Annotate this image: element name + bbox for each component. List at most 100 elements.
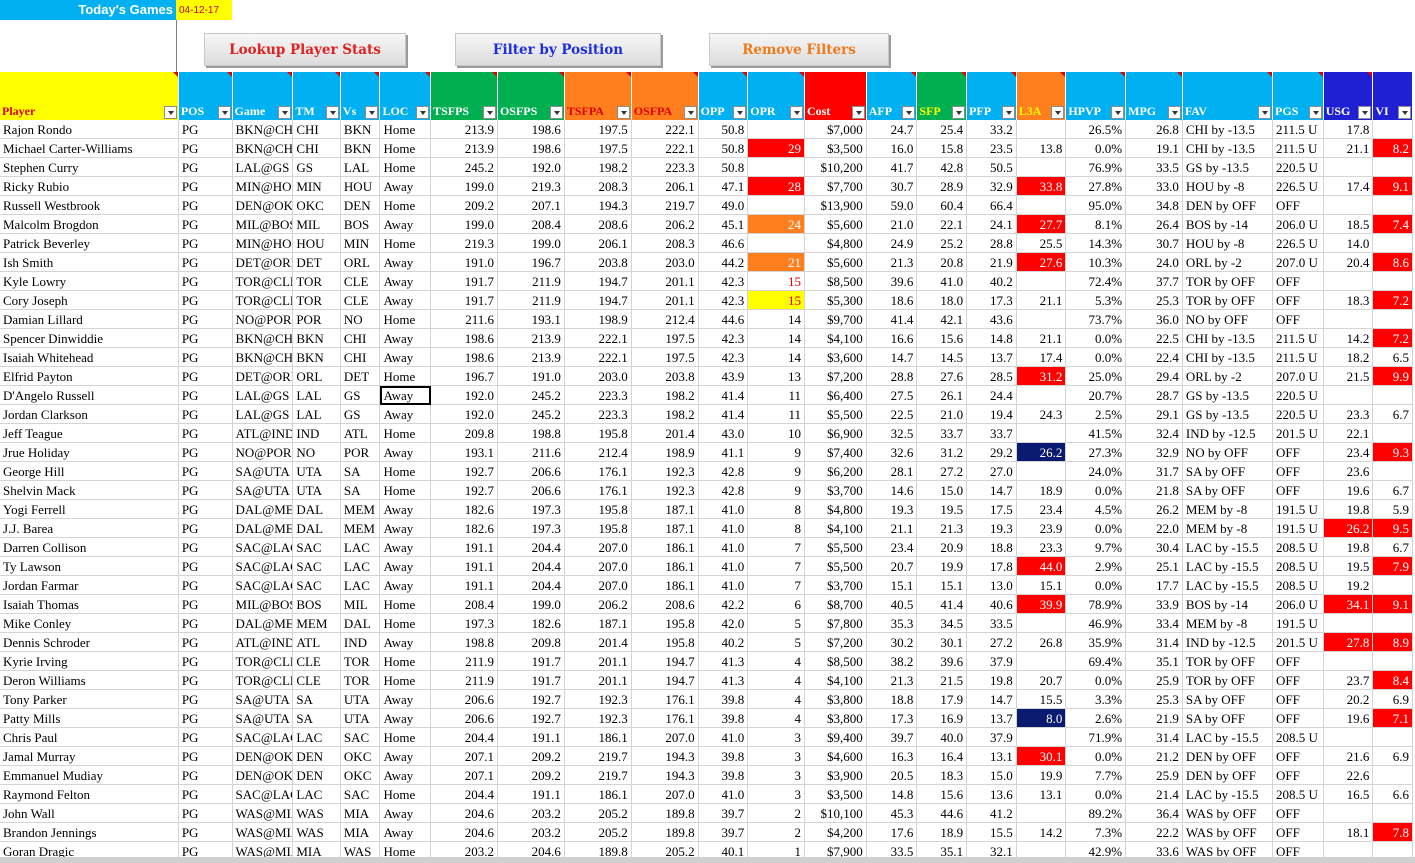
cell-tsfpa[interactable]: 187.1 bbox=[564, 613, 632, 633]
cell-opr[interactable]: 2 bbox=[747, 822, 805, 842]
cell-pfp[interactable]: 19.3 bbox=[966, 518, 1017, 538]
cell-mpg[interactable]: 31.4 bbox=[1125, 632, 1183, 652]
cell-pfp[interactable]: 21.9 bbox=[966, 252, 1017, 272]
cell-usg[interactable]: 23.6 bbox=[1323, 461, 1374, 481]
column-header-vi[interactable]: VI bbox=[1372, 72, 1413, 120]
cell-hpvp[interactable]: 0.0% bbox=[1065, 138, 1127, 158]
cell-tsfps[interactable]: 191.1 bbox=[430, 537, 498, 557]
cell-vi[interactable]: 6.9 bbox=[1372, 746, 1413, 766]
cell-cost[interactable]: $3,700 bbox=[804, 480, 867, 500]
cell-mpg[interactable]: 33.5 bbox=[1125, 157, 1183, 177]
cell-game[interactable]: LAL@GS bbox=[232, 385, 294, 405]
cell-sfp[interactable]: 21.0 bbox=[916, 404, 968, 424]
column-header-pgs[interactable]: PGS bbox=[1272, 72, 1324, 120]
cell-game[interactable]: MIL@BOS bbox=[232, 214, 294, 234]
cell-player[interactable]: Michael Carter-Williams bbox=[0, 138, 179, 158]
cell-player[interactable]: J.J. Barea bbox=[0, 518, 179, 538]
cell-fav[interactable]: TOR by OFF bbox=[1182, 290, 1274, 310]
cell-opr[interactable]: 28 bbox=[747, 157, 805, 177]
cell-fav[interactable]: BOS by -14 bbox=[1182, 214, 1274, 234]
cell-usg[interactable]: 21.5 bbox=[1323, 366, 1374, 386]
cell-game[interactable]: LAL@GS bbox=[232, 157, 294, 177]
cell-opp[interactable]: 41.0 bbox=[698, 518, 749, 538]
cell-opp[interactable]: 39.7 bbox=[698, 803, 749, 823]
cell-usg[interactable]: 31.6 bbox=[1323, 309, 1374, 329]
cell-cost[interactable]: $5,500 bbox=[804, 537, 867, 557]
cell-tm[interactable]: CLE bbox=[292, 651, 341, 671]
cell-fav[interactable]: SA by OFF bbox=[1182, 708, 1274, 728]
cell-tm[interactable]: SA bbox=[292, 689, 341, 709]
cell-osfps[interactable]: 182.6 bbox=[497, 613, 565, 633]
cell-osfpa[interactable]: 223.3 bbox=[631, 157, 699, 177]
cell-tsfps[interactable]: 191.1 bbox=[430, 556, 498, 576]
cell-tm[interactable]: NO bbox=[292, 442, 341, 462]
cell-fav[interactable]: WAS by OFF bbox=[1182, 822, 1274, 842]
cell-loc[interactable]: Home bbox=[379, 613, 432, 633]
cell-mpg[interactable]: 36.4 bbox=[1125, 803, 1183, 823]
cell-osfpa[interactable]: 222.1 bbox=[631, 120, 699, 139]
cell-opp[interactable]: 50.8 bbox=[698, 120, 749, 139]
cell-pgs[interactable]: 208.5 U bbox=[1272, 537, 1324, 557]
cell-loc[interactable]: Home bbox=[379, 841, 432, 861]
cell-opr[interactable]: 1 bbox=[747, 841, 805, 861]
cell-opp[interactable]: 42.3 bbox=[698, 290, 749, 310]
cell-sfp[interactable]: 34.5 bbox=[916, 613, 968, 633]
cell-pfp[interactable]: 24.4 bbox=[966, 385, 1017, 405]
cell-fav[interactable]: LAC by -15.5 bbox=[1182, 727, 1274, 747]
cell-afp[interactable]: 21.1 bbox=[866, 518, 918, 538]
cell-mpg[interactable]: 26.8 bbox=[1125, 120, 1183, 139]
column-header-loc[interactable]: LOC bbox=[379, 72, 432, 120]
cell-tsfpa[interactable]: 223.3 bbox=[564, 404, 632, 424]
cell-tsfps[interactable]: 182.6 bbox=[430, 499, 498, 519]
cell-usg[interactable]: 27.8 bbox=[1323, 632, 1374, 652]
cell-l3a[interactable]: 15.1 bbox=[1016, 575, 1067, 595]
cell-mpg[interactable]: 33.6 bbox=[1125, 841, 1183, 861]
cell-tm[interactable]: ATL bbox=[292, 632, 341, 652]
cell-loc[interactable]: Home bbox=[379, 120, 432, 139]
cell-afp[interactable]: 35.3 bbox=[866, 613, 918, 633]
cell-player[interactable]: Jamal Murray bbox=[0, 746, 179, 766]
cell-sfp[interactable]: 15.1 bbox=[916, 575, 968, 595]
cell-osfps[interactable]: 204.6 bbox=[497, 841, 565, 861]
cell-pos[interactable]: PG bbox=[178, 120, 233, 139]
cell-osfps[interactable]: 199.0 bbox=[497, 594, 565, 614]
cell-vi[interactable]: 9.3 bbox=[1372, 442, 1413, 462]
cell-tsfps[interactable]: 192.0 bbox=[430, 404, 498, 424]
cell-fav[interactable]: HOU by -8 bbox=[1182, 233, 1274, 253]
cell-opp[interactable]: 41.0 bbox=[698, 727, 749, 747]
cell-afp[interactable]: 23.4 bbox=[866, 537, 918, 557]
cell-player[interactable]: Cory Joseph bbox=[0, 290, 179, 310]
cell-loc[interactable]: Home bbox=[379, 594, 432, 614]
cell-cost[interactable]: $7,200 bbox=[804, 366, 867, 386]
cell-l3a[interactable]: 67.1 bbox=[1016, 195, 1067, 215]
cell-opr[interactable]: 13 bbox=[747, 366, 805, 386]
cell-tsfpa[interactable]: 197.5 bbox=[564, 138, 632, 158]
cell-osfpa[interactable]: 195.8 bbox=[631, 632, 699, 652]
cell-vs[interactable]: LAL bbox=[340, 157, 381, 177]
cell-hpvp[interactable]: 2.6% bbox=[1065, 708, 1127, 728]
cell-osfps[interactable]: 209.8 bbox=[497, 632, 565, 652]
cell-vi[interactable]: 9.2 bbox=[1372, 613, 1413, 633]
cell-mpg[interactable]: 22.4 bbox=[1125, 347, 1183, 367]
cell-tm[interactable]: CHI bbox=[292, 120, 341, 139]
sheet-tabs[interactable] bbox=[0, 857, 1415, 863]
cell-afp[interactable]: 16.3 bbox=[866, 746, 918, 766]
cell-tsfps[interactable]: 208.4 bbox=[430, 594, 498, 614]
cell-vi[interactable]: 6.7 bbox=[1372, 537, 1413, 557]
cell-loc[interactable]: Home bbox=[379, 651, 432, 671]
cell-fav[interactable]: LAC by -15.5 bbox=[1182, 537, 1274, 557]
cell-pos[interactable]: PG bbox=[178, 575, 233, 595]
cell-tsfps[interactable]: 211.6 bbox=[430, 309, 498, 329]
cell-pgs[interactable]: OFF bbox=[1272, 765, 1324, 785]
cell-tsfps[interactable]: 193.1 bbox=[430, 442, 498, 462]
cell-pfp[interactable]: 13.0 bbox=[966, 575, 1017, 595]
cell-loc[interactable]: Away bbox=[379, 385, 432, 405]
cell-fav[interactable]: MEM by -8 bbox=[1182, 499, 1274, 519]
cell-opp[interactable]: 41.0 bbox=[698, 556, 749, 576]
cell-opp[interactable]: 39.8 bbox=[698, 765, 749, 785]
cell-vs[interactable]: ATL bbox=[340, 423, 381, 443]
cell-game[interactable]: BKN@CHI bbox=[232, 347, 294, 367]
cell-opp[interactable]: 40.2 bbox=[698, 632, 749, 652]
cell-tsfpa[interactable]: 194.3 bbox=[564, 195, 632, 215]
cell-opr[interactable]: 2 bbox=[747, 803, 805, 823]
